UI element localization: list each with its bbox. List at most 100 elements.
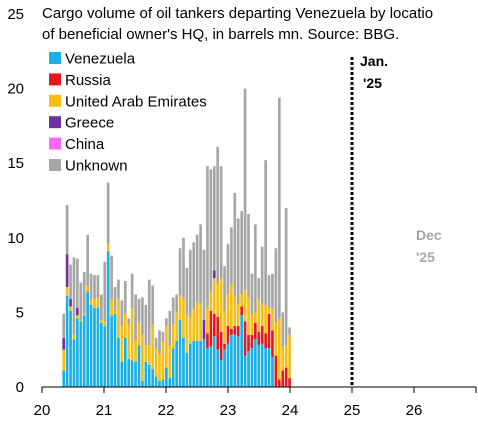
bar-segment bbox=[199, 303, 202, 341]
bar-segment bbox=[154, 337, 158, 349]
bar-segment bbox=[120, 300, 124, 326]
bar-segment bbox=[185, 352, 189, 387]
legend-swatch bbox=[49, 73, 61, 86]
bar-segment bbox=[284, 367, 288, 387]
bar-segment bbox=[158, 330, 161, 355]
bar-segment bbox=[216, 316, 220, 350]
bar-segment bbox=[76, 318, 79, 387]
bar-segment bbox=[86, 234, 89, 286]
bar-segment bbox=[243, 355, 247, 387]
bar-segment bbox=[168, 310, 172, 346]
bar-segment bbox=[199, 224, 202, 304]
bar-segment bbox=[117, 337, 120, 387]
bar-segment bbox=[257, 298, 261, 332]
bar-segment bbox=[185, 315, 189, 353]
bar-segment bbox=[65, 295, 69, 387]
bar-segment bbox=[65, 204, 69, 255]
bar-segment bbox=[175, 312, 178, 341]
y-tick-label: 0 bbox=[16, 379, 24, 396]
bar-segment bbox=[188, 343, 192, 387]
bar-segment bbox=[130, 273, 134, 308]
x-axis-ticks: 20 21 22 23 24 25 26 bbox=[34, 387, 477, 419]
bar-segment bbox=[161, 331, 165, 343]
bar-segment bbox=[82, 272, 86, 314]
bar-segment bbox=[123, 281, 127, 314]
bar-segment bbox=[219, 331, 223, 361]
bar-segment bbox=[254, 339, 257, 387]
bar-segment bbox=[175, 294, 178, 313]
bar-segment bbox=[96, 275, 100, 298]
legend-label: United Arab Emirates bbox=[65, 93, 207, 110]
bar-segment bbox=[216, 146, 220, 285]
bar-segment bbox=[72, 339, 76, 387]
bar-segment bbox=[151, 324, 155, 370]
bar-segment bbox=[288, 378, 291, 387]
bar-segment bbox=[219, 166, 223, 279]
bar-segment bbox=[250, 313, 254, 335]
bar-segment bbox=[264, 304, 267, 334]
bar-segment bbox=[250, 273, 254, 314]
bar-segment bbox=[144, 345, 148, 362]
bar-segment bbox=[250, 348, 254, 387]
bar-segment bbox=[79, 282, 83, 320]
bar-segment bbox=[271, 357, 274, 387]
legend-label: Venezuela bbox=[65, 51, 136, 68]
y-tick-label: 10 bbox=[7, 230, 24, 247]
bar-segment bbox=[76, 307, 79, 316]
legend-label: China bbox=[65, 136, 105, 153]
bar-segment bbox=[212, 278, 216, 314]
bar-segment bbox=[147, 345, 151, 365]
bar-segment bbox=[202, 339, 206, 387]
bar-segment bbox=[254, 312, 257, 323]
y-axis-ticks: 0 5 10 15 20 25 bbox=[7, 6, 24, 396]
bar-segment bbox=[219, 360, 223, 387]
bar-segment bbox=[79, 321, 83, 387]
bar-segment bbox=[209, 310, 213, 347]
bar-segment bbox=[271, 307, 274, 331]
bar-segment bbox=[216, 349, 220, 387]
bar-segment bbox=[277, 379, 281, 387]
end-label-line2: '25 bbox=[416, 249, 435, 265]
legend-swatch bbox=[49, 116, 61, 129]
bar-segment bbox=[113, 313, 117, 387]
bar-segment bbox=[281, 312, 285, 347]
bar-segment bbox=[69, 306, 72, 311]
bar-segment bbox=[137, 345, 141, 387]
bar-segment bbox=[103, 261, 107, 322]
bar-segment bbox=[188, 249, 192, 317]
bar-segment bbox=[254, 224, 257, 313]
bar-segment bbox=[243, 321, 247, 356]
bar-segment bbox=[233, 325, 237, 335]
bar-segment bbox=[127, 318, 131, 325]
bar-segment bbox=[260, 246, 264, 305]
bar-segment bbox=[257, 278, 261, 299]
bar-segment bbox=[110, 315, 113, 387]
bar-segment bbox=[271, 330, 274, 358]
bar-segment bbox=[243, 290, 247, 322]
bar-segment bbox=[257, 345, 261, 387]
bar-segment bbox=[79, 319, 83, 322]
bar-segment bbox=[233, 334, 237, 387]
bar-segment bbox=[147, 364, 151, 387]
bar-segment bbox=[188, 316, 192, 344]
bar-segment bbox=[209, 346, 213, 387]
title-backdrop bbox=[40, 0, 478, 44]
bar-segment bbox=[178, 319, 182, 387]
bar-segment bbox=[236, 336, 240, 387]
bar-segment bbox=[154, 348, 158, 377]
bar-segment bbox=[103, 325, 107, 387]
x-tick-label: 25 bbox=[344, 402, 361, 419]
bar-segment bbox=[236, 325, 240, 337]
bar-segment bbox=[147, 279, 151, 346]
bar-segment bbox=[233, 295, 237, 326]
bar-segment bbox=[62, 313, 66, 338]
bar-segment bbox=[206, 307, 209, 334]
bar-segment bbox=[240, 306, 243, 316]
bar-segment bbox=[281, 370, 285, 387]
bar-segment bbox=[247, 351, 250, 387]
bar-segment bbox=[127, 324, 131, 359]
bar-segment bbox=[240, 210, 243, 295]
bar-segment bbox=[219, 278, 223, 332]
bar-segment bbox=[141, 297, 144, 335]
jan-25-marker-label-line1: Jan. bbox=[360, 53, 388, 69]
